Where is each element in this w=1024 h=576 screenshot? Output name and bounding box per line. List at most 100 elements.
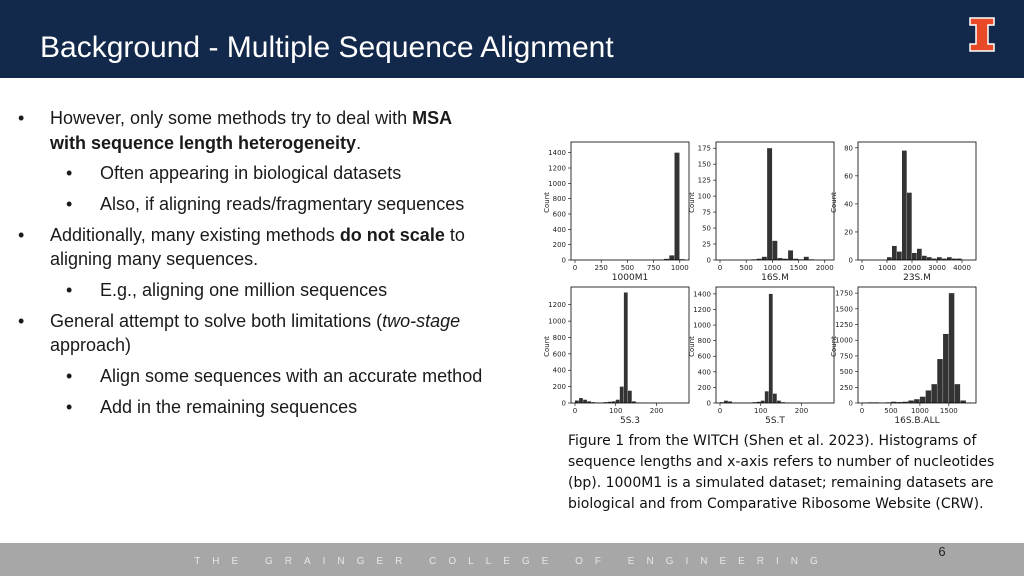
- y-tick-label: 40: [844, 200, 853, 208]
- x-tick-label: 0: [718, 264, 722, 272]
- y-tick-label: 600: [698, 353, 711, 361]
- text-segment: However, only some methods try to deal w…: [50, 108, 412, 128]
- hist-bar: [957, 258, 962, 260]
- bullet-text: Additionally, many existing methods do n…: [50, 225, 465, 245]
- y-tick-label: 75: [702, 209, 711, 217]
- text-segment: Also, if aligning reads/fragmentary sequ…: [100, 194, 464, 214]
- x-tick-label: 1500: [790, 264, 808, 272]
- header-bar: [0, 0, 1024, 78]
- hist-bar: [768, 293, 773, 403]
- plot-frame: [857, 286, 977, 404]
- hist-bar: [583, 399, 587, 403]
- hist-bar: [948, 293, 955, 403]
- hist-bar: [803, 256, 809, 260]
- y-tick-label: 200: [553, 383, 566, 391]
- caption-line: (bp). 1000M1 is a simulated dataset; rem…: [568, 475, 993, 491]
- y-tick-label: 150: [698, 161, 711, 169]
- x-tick-label: 100: [609, 407, 622, 415]
- y-tick-label: 80: [844, 144, 853, 152]
- y-tick-label: 800: [553, 195, 566, 203]
- hist-bar: [943, 333, 949, 403]
- y-tick-label: 0: [707, 257, 711, 265]
- slide-title: Background - Multiple Sequence Alignment: [40, 31, 614, 64]
- hist-bar: [919, 396, 926, 403]
- hist-bar: [607, 401, 612, 403]
- hist-bar: [611, 401, 616, 403]
- y-tick-label: 800: [698, 337, 711, 345]
- text-segment: two-stage: [382, 311, 460, 331]
- hist-bar: [669, 255, 675, 260]
- x-tick-label: 2000: [903, 264, 921, 272]
- text-segment: approach): [50, 335, 131, 355]
- hist-bar: [908, 400, 914, 403]
- bullet-text: E.g., aligning one million sequences: [100, 280, 387, 300]
- hist-bar: [907, 192, 912, 260]
- hist-bar: [902, 150, 907, 260]
- bullet-marker: •: [66, 366, 72, 386]
- x-axis-label: 1000M1: [612, 273, 648, 283]
- x-tick-label: 4000: [953, 264, 971, 272]
- x-tick-label: 0: [860, 407, 864, 415]
- hist-bar: [917, 248, 922, 260]
- y-tick-label: 60: [844, 172, 853, 180]
- y-tick-label: 50: [702, 225, 711, 233]
- bullet-marker: •: [66, 194, 72, 214]
- bullet-text: Often appearing in biological datasets: [100, 163, 401, 183]
- bullet-text: However, only some methods try to deal w…: [50, 108, 452, 128]
- hist-bar: [782, 258, 788, 260]
- y-tick-label: 0: [849, 400, 853, 408]
- caption-line: biological and from Comparative Ribosome…: [568, 496, 984, 512]
- plot-frame: [570, 286, 690, 404]
- hist-bar: [674, 152, 680, 260]
- hist-bar: [728, 401, 732, 403]
- text-segment: .: [356, 133, 361, 153]
- y-tick-label: 1200: [548, 301, 566, 309]
- x-tick-label: 100: [754, 407, 767, 415]
- text-segment: E.g., aligning one million sequences: [100, 280, 387, 300]
- text-segment: Align some sequences with an accurate me…: [100, 366, 482, 386]
- text-segment: to: [445, 225, 465, 245]
- hist-bar: [947, 257, 952, 260]
- bullet-text: aligning many sequences.: [50, 249, 258, 269]
- caption-line: Figure 1 from the WITCH (Shen et al. 202…: [568, 433, 977, 449]
- y-tick-label: 1400: [548, 149, 566, 157]
- x-tick-label: 0: [573, 264, 577, 272]
- x-tick-label: 500: [621, 264, 634, 272]
- y-tick-label: 1400: [693, 290, 711, 298]
- y-tick-label: 1200: [693, 306, 711, 314]
- x-axis-label: 16S.M: [761, 273, 789, 283]
- y-tick-label: 1000: [835, 337, 853, 345]
- text-segment: Often appearing in biological datasets: [100, 163, 401, 183]
- hist-bar: [954, 384, 961, 403]
- hist-bar: [952, 258, 957, 260]
- y-tick-label: 175: [698, 145, 711, 153]
- text-segment: MSA: [412, 108, 452, 128]
- hist-bar: [914, 399, 920, 403]
- hist-bar: [896, 402, 903, 403]
- hist-bar: [756, 401, 761, 403]
- hist-bar: [772, 393, 777, 403]
- bullet-text: approach): [50, 335, 131, 355]
- plot-frame: [570, 141, 690, 261]
- y-tick-label: 0: [707, 400, 711, 408]
- x-tick-label: 2000: [816, 264, 834, 272]
- hist-bar: [937, 257, 942, 260]
- hist-bar: [724, 400, 728, 403]
- x-tick-label: 1500: [940, 407, 958, 415]
- hist-bar: [579, 398, 583, 403]
- plot-frame: [715, 141, 835, 261]
- hist-bar: [788, 250, 794, 260]
- y-axis-label: Count: [688, 192, 696, 213]
- logo: [969, 17, 995, 52]
- x-tick-label: 3000: [928, 264, 946, 272]
- bullet-text: Also, if aligning reads/fragmentary sequ…: [100, 194, 464, 214]
- bullet-marker: •: [66, 280, 72, 300]
- x-tick-label: 500: [884, 407, 897, 415]
- text-segment: do not scale: [340, 225, 445, 245]
- y-tick-label: 500: [840, 368, 853, 376]
- text-segment: aligning many sequences.: [50, 249, 258, 269]
- y-tick-label: 0: [562, 400, 566, 408]
- footer-text: THE GRAINGER COLLEGE OF ENGINEERING: [194, 556, 830, 567]
- y-tick-label: 125: [698, 177, 711, 185]
- hist-bar: [897, 251, 902, 260]
